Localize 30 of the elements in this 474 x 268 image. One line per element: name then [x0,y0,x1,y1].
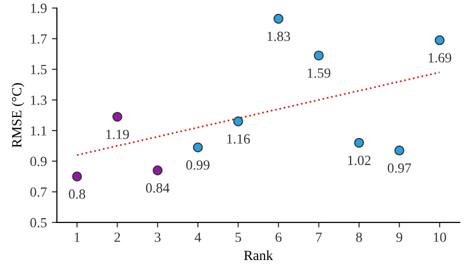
x-tick-label: 9 [396,232,402,242]
y-tick-label: 1.9 [31,4,47,14]
y-tick-label: 1.1 [31,126,46,136]
x-tick-label: 8 [356,232,362,242]
x-axis-title: Rank [244,250,273,260]
x-tick-label: 2 [114,232,120,242]
data-label: 0.99 [186,160,210,170]
x-tick-label: 5 [236,232,242,242]
y-tick-label: 0.7 [30,187,47,197]
y-axis-title: RMSE (°C) [12,83,24,148]
x-tick-label: 3 [154,232,161,242]
x-tick-label: 4 [194,232,202,242]
data-label: 1.16 [227,134,250,144]
data-label: 1.19 [106,130,129,140]
data-label: 1.69 [428,53,452,63]
data-label: 0.97 [388,163,412,173]
data-label: 0.84 [146,183,170,193]
y-tick-label: 1.5 [31,64,47,74]
data-label: 1.83 [268,32,290,42]
y-tick-label: 0.9 [30,156,47,166]
y-tick-label: 1.7 [31,34,47,44]
x-tick-label: 1 [74,232,80,242]
x-tick-label: 10 [434,232,446,242]
x-tick-label: 7 [316,232,322,242]
y-tick-label: 1.3 [31,96,47,105]
y-tick-label: 0.5 [30,218,47,228]
data-label: 1.02 [348,156,370,166]
x-tick-label: 6 [276,232,282,242]
data-label: 0.8 [68,189,86,199]
data-label: 1.59 [308,68,330,78]
